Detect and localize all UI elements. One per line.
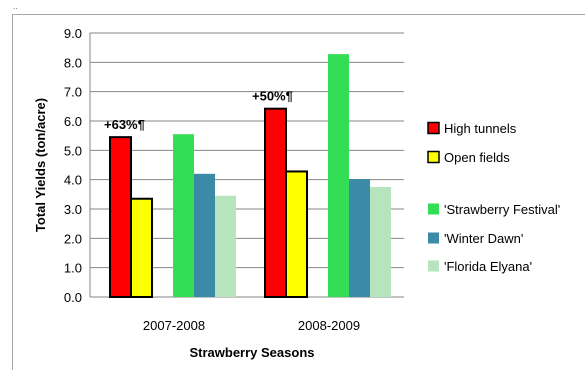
y-axis-title: Total Yields (ton/acre) bbox=[33, 98, 48, 232]
legend-swatch bbox=[427, 121, 440, 135]
y-tick-label: 7.0 bbox=[64, 85, 82, 100]
x-tick-label: 2008-2009 bbox=[298, 318, 360, 333]
bar bbox=[349, 179, 370, 297]
legend-swatch bbox=[427, 150, 440, 164]
y-tick-label: 2.0 bbox=[64, 231, 82, 246]
bar bbox=[173, 134, 194, 297]
bar bbox=[264, 107, 287, 299]
bar bbox=[285, 170, 308, 299]
y-tick-label: 4.0 bbox=[64, 173, 82, 188]
legend-label: 'Strawberry Festival' bbox=[444, 202, 560, 217]
legend-label: 'Winter Dawn' bbox=[444, 231, 523, 246]
frame-border-left bbox=[12, 14, 13, 370]
legend-label: High tunnels bbox=[444, 121, 517, 136]
bar bbox=[215, 195, 236, 297]
y-tick-label: 6.0 bbox=[64, 114, 82, 129]
percent-annotation: +50%¶ bbox=[252, 89, 293, 104]
x-axis-title: Strawberry Seasons bbox=[189, 345, 314, 360]
legend-swatch bbox=[428, 203, 439, 215]
percent-annotation: +63%¶ bbox=[104, 117, 145, 132]
bar bbox=[194, 173, 215, 297]
legend-swatch bbox=[428, 260, 439, 272]
y-tick-label: 9.0 bbox=[64, 26, 82, 41]
legend-label: Open fields bbox=[444, 150, 510, 165]
y-tick-label: 8.0 bbox=[64, 55, 82, 70]
bar bbox=[109, 136, 132, 298]
y-tick-label: 5.0 bbox=[64, 143, 82, 158]
frame-border-top bbox=[12, 14, 585, 15]
bar bbox=[328, 54, 349, 298]
y-tick-label: 3.0 bbox=[64, 202, 82, 217]
bar bbox=[130, 197, 153, 299]
y-tick-label: 1.0 bbox=[64, 261, 82, 276]
bar bbox=[370, 187, 391, 297]
legend-swatch bbox=[428, 232, 439, 244]
x-tick-label: 2007-2008 bbox=[143, 318, 205, 333]
legend-label: 'Florida Elyana' bbox=[444, 259, 532, 274]
corner-mark: .. bbox=[13, 2, 18, 11]
y-tick-label: 0.0 bbox=[64, 290, 82, 305]
